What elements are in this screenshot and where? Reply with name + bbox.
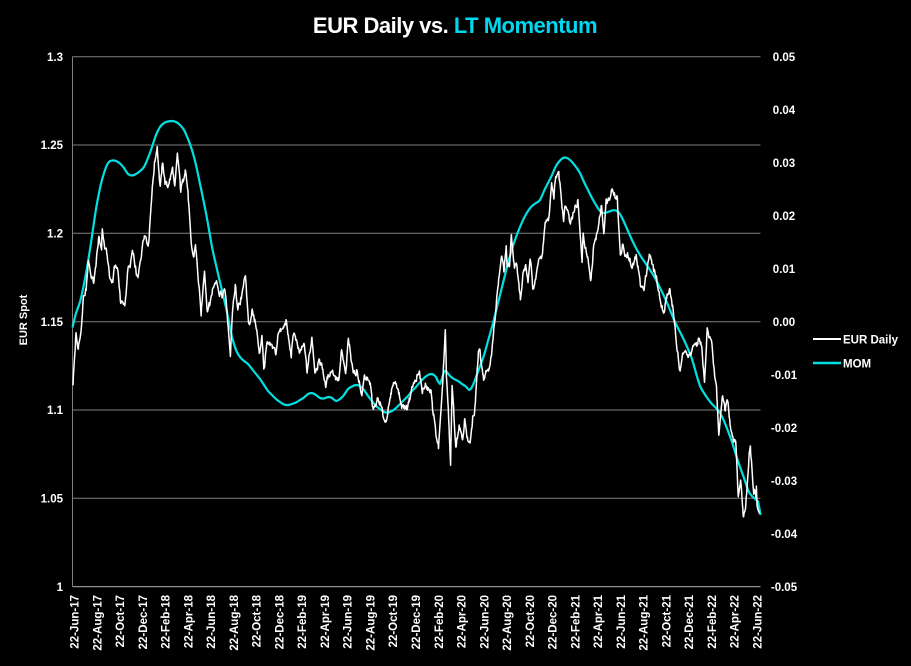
svg-text:1.15: 1.15	[41, 317, 64, 329]
svg-text:-0.01: -0.01	[771, 370, 798, 382]
svg-text:-0.02: -0.02	[771, 423, 797, 435]
svg-text:22-Aug-21: 22-Aug-21	[639, 594, 651, 650]
svg-text:22-Dec-17: 22-Dec-17	[138, 595, 150, 649]
svg-text:0.00: 0.00	[773, 317, 795, 329]
svg-text:0.03: 0.03	[773, 158, 795, 170]
svg-text:22-Oct-17: 22-Oct-17	[115, 595, 127, 647]
svg-text:22-Aug-19: 22-Aug-19	[366, 595, 378, 651]
svg-text:22-Oct-21: 22-Oct-21	[661, 594, 673, 647]
svg-text:1.1: 1.1	[47, 405, 64, 417]
svg-text:22-Aug-20: 22-Aug-20	[502, 595, 514, 651]
svg-text:22-Dec-18: 22-Dec-18	[274, 594, 286, 649]
svg-text:22-Apr-18: 22-Apr-18	[183, 594, 195, 648]
svg-text:22-Apr-20: 22-Apr-20	[457, 595, 469, 648]
svg-text:EUR Daily vs. LT Momentum: EUR Daily vs. LT Momentum	[313, 13, 597, 38]
svg-text:22-Apr-22: 22-Apr-22	[730, 595, 742, 648]
svg-text:22-Jun-20: 22-Jun-20	[479, 595, 491, 649]
svg-text:0.02: 0.02	[773, 211, 795, 223]
svg-text:1.2: 1.2	[47, 229, 63, 241]
svg-text:1: 1	[57, 582, 64, 594]
svg-text:EUR Daily: EUR Daily	[843, 335, 899, 347]
svg-text:22-Oct-19: 22-Oct-19	[388, 595, 400, 647]
svg-text:-0.03: -0.03	[771, 476, 797, 488]
svg-text:22-Oct-18: 22-Oct-18	[252, 594, 264, 647]
svg-text:22-Dec-21: 22-Dec-21	[684, 594, 696, 649]
svg-text:22-Jun-19: 22-Jun-19	[343, 595, 355, 649]
svg-text:22-Dec-19: 22-Dec-19	[411, 595, 423, 649]
svg-text:22-Jun-22: 22-Jun-22	[753, 595, 765, 649]
svg-text:22-Feb-20: 22-Feb-20	[434, 595, 446, 649]
svg-text:EUR Spot: EUR Spot	[18, 294, 30, 345]
svg-text:22-Feb-18: 22-Feb-18	[161, 594, 173, 648]
svg-text:0.05: 0.05	[773, 52, 796, 64]
svg-text:22-Dec-20: 22-Dec-20	[548, 595, 560, 649]
svg-text:22-Jun-17: 22-Jun-17	[70, 595, 82, 649]
svg-text:22-Feb-21: 22-Feb-21	[570, 594, 582, 648]
svg-text:1.3: 1.3	[47, 52, 63, 64]
svg-text:22-Aug-17: 22-Aug-17	[92, 595, 104, 651]
svg-text:22-Apr-21: 22-Apr-21	[593, 594, 605, 648]
svg-text:-0.04: -0.04	[771, 529, 798, 541]
svg-text:22-Apr-19: 22-Apr-19	[320, 595, 332, 648]
svg-text:0.04: 0.04	[773, 105, 796, 117]
svg-text:22-Feb-19: 22-Feb-19	[297, 595, 309, 649]
svg-text:22-Jun-18: 22-Jun-18	[206, 594, 218, 648]
svg-text:0.01: 0.01	[773, 264, 796, 276]
svg-text:MOM: MOM	[843, 359, 871, 371]
svg-text:1.05: 1.05	[41, 494, 64, 506]
svg-text:22-Aug-18: 22-Aug-18	[229, 594, 241, 650]
svg-text:22-Jun-21: 22-Jun-21	[616, 594, 628, 648]
svg-text:22-Feb-22: 22-Feb-22	[707, 595, 719, 649]
svg-text:1.25: 1.25	[41, 140, 64, 152]
svg-text:22-Oct-20: 22-Oct-20	[525, 595, 537, 647]
svg-text:-0.05: -0.05	[771, 582, 798, 594]
